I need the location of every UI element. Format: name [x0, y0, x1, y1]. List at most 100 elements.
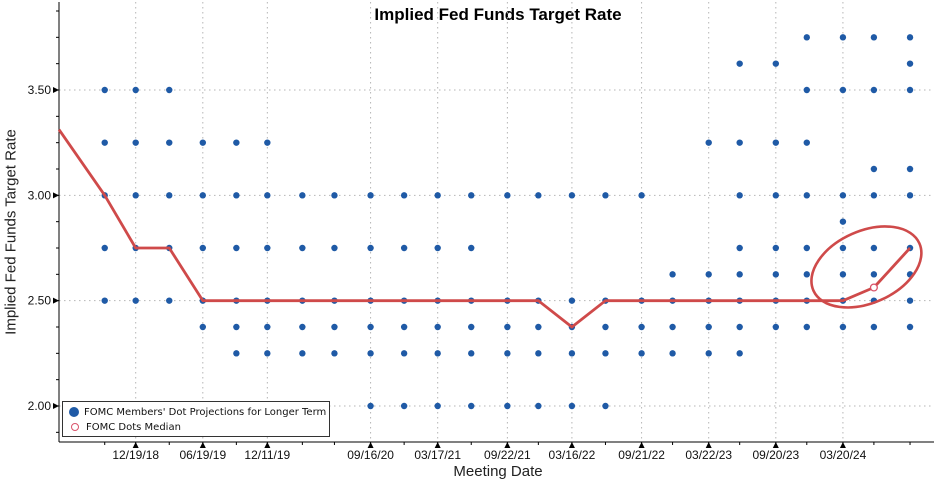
fomc-dot [233, 139, 240, 146]
fomc-dot [331, 350, 338, 357]
y-tick-label: 2.50 [28, 294, 52, 308]
fomc-dot [299, 323, 306, 331]
fomc-dot [803, 139, 810, 146]
fomc-dot [101, 297, 108, 304]
legend-label-median: FOMC Dots Median [86, 421, 181, 433]
fomc-dot [264, 350, 271, 357]
fomc-dot [166, 192, 173, 199]
legend-dot-icon [69, 407, 79, 417]
x-axis-label: Meeting Date [453, 463, 543, 480]
axis-layer: 2.00 2.50 3.00 3.50 12/19/18 06/19/19 12/11/19… [28, 2, 934, 462]
fomc-dot [434, 402, 441, 410]
fomc-dot [299, 192, 306, 199]
fomc-dot [839, 86, 847, 94]
fomc-dot [568, 402, 576, 410]
fomc-dot [839, 244, 847, 252]
fomc-dot [367, 192, 374, 199]
fomc-dot [535, 350, 542, 357]
fomc-dot [602, 402, 609, 410]
fomc-dot [199, 192, 207, 199]
fomc-dot [602, 192, 609, 199]
x-tick-label: 03/17/21 [414, 448, 461, 462]
x-major-tick [367, 442, 374, 448]
fomc-dot [101, 139, 108, 146]
y-major-tick [53, 192, 59, 199]
fomc-dot [705, 350, 712, 357]
fomc-dot [870, 86, 878, 94]
fomc-dot [803, 244, 810, 252]
x-major-tick [638, 442, 645, 448]
fomc-dot [705, 271, 712, 278]
fomc-dot [906, 86, 914, 94]
x-major-tick [504, 442, 511, 448]
fomc-dot [906, 192, 914, 199]
fomc-dot [166, 139, 173, 146]
fomc-dot [803, 86, 810, 94]
fomc-dot [736, 192, 743, 199]
x-major-tick [705, 442, 712, 448]
fomc-dot [736, 350, 743, 357]
fomc-dot [468, 402, 475, 410]
fomc-dot [331, 192, 338, 199]
legend: FOMC Members' Dot Projections for Longer… [62, 401, 330, 437]
annotation-layer [810, 225, 923, 309]
fomc-dot [535, 192, 542, 199]
fomc-dot [264, 139, 271, 146]
fomc-dot [839, 323, 847, 331]
chart-title: Implied Fed Funds Target Rate [374, 5, 622, 24]
fomc-dot [568, 192, 576, 199]
fomc-dot [772, 60, 780, 67]
fomc-dot [504, 323, 511, 331]
fomc-dot [132, 192, 139, 199]
fomc-dot [504, 192, 511, 199]
fomc-dot [367, 402, 374, 410]
grid-layer [59, 2, 934, 442]
fomc-dot [233, 323, 240, 331]
fomc-dot [132, 86, 139, 94]
y-tick-label: 3.00 [28, 188, 52, 202]
fomc-dot [331, 244, 338, 252]
fomc-dot [736, 323, 743, 331]
fomc-dot [367, 323, 374, 331]
fomc-dot [434, 323, 441, 331]
x-major-tick [839, 442, 846, 448]
x-tick-label: 12/19/18 [112, 448, 159, 462]
fomc-dot [839, 192, 847, 199]
highlight-ellipse [810, 225, 923, 309]
fomc-dot [233, 192, 240, 199]
fomc-dot [602, 350, 609, 357]
fomc-dot [772, 244, 780, 252]
fomc-dot [906, 165, 914, 173]
fomc-dot [434, 192, 441, 199]
fomc-dot [264, 192, 271, 199]
fomc-dot [870, 192, 878, 199]
fomc-dot [736, 244, 743, 252]
x-tick-label: 03/16/22 [549, 448, 596, 462]
fomc-dot [468, 350, 475, 357]
fomc-dot [132, 297, 139, 304]
fomc-dot [568, 350, 576, 357]
median-point-marker [869, 283, 878, 292]
fomc-dot [669, 350, 676, 357]
fomc-dot [638, 192, 645, 199]
fomc-dot [772, 192, 780, 199]
median-line-layer [57, 128, 912, 329]
x-tick-label: 03/22/23 [685, 448, 732, 462]
fomc-dot [736, 271, 743, 278]
legend-item-dots: FOMC Members' Dot Projections for Longer… [69, 405, 326, 419]
x-major-tick [772, 442, 779, 448]
fomc-dot [906, 297, 914, 304]
legend-ring-icon [71, 423, 79, 431]
y-major-tick [53, 403, 59, 409]
fomc-dot [504, 350, 511, 357]
fomc-dot [602, 323, 609, 331]
fomc-dot [434, 350, 441, 357]
x-tick-label: 12/11/19 [244, 448, 290, 462]
legend-item-median: FOMC Dots Median [69, 420, 181, 434]
x-major-tick [132, 442, 139, 448]
fomc-dot [736, 139, 743, 146]
fomc-dot [803, 271, 810, 278]
fomc-dot [736, 60, 743, 67]
fomc-dot [839, 218, 847, 225]
